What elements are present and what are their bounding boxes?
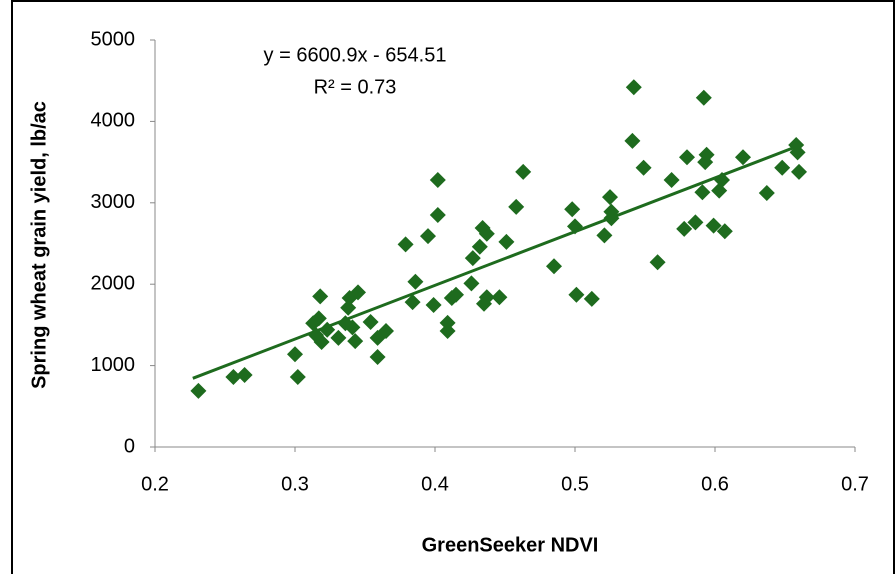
point: [676, 220, 693, 237]
point: [287, 346, 303, 363]
point: [463, 275, 480, 292]
point: [350, 284, 366, 301]
point: [774, 159, 791, 176]
point: [347, 333, 364, 350]
point: [735, 149, 751, 166]
point: [568, 286, 585, 303]
y-tick-label: 3000: [91, 191, 136, 213]
point: [649, 254, 666, 271]
x-tick-label: 0.5: [561, 473, 589, 495]
x-tick-label: 0.4: [421, 473, 449, 495]
point: [464, 250, 481, 267]
x-axis-title: GreenSeeker NDVI: [422, 534, 599, 556]
point: [758, 185, 775, 202]
y-tick-label: 2000: [91, 272, 136, 294]
point: [439, 314, 456, 331]
point: [312, 288, 329, 305]
y-tick-label: 5000: [91, 28, 136, 50]
x-tick-label: 0.7: [841, 473, 869, 495]
point: [716, 223, 733, 240]
point: [420, 228, 436, 245]
point: [508, 198, 525, 215]
point: [564, 201, 581, 218]
point: [236, 366, 253, 383]
point: [190, 382, 207, 399]
r-squared: R² = 0.73: [314, 76, 397, 98]
point: [225, 368, 242, 385]
point: [478, 289, 495, 306]
point: [583, 290, 600, 307]
point: [491, 289, 508, 306]
x-tick-label: 0.2: [141, 473, 169, 495]
point: [330, 329, 347, 346]
y-axis-title: Spring wheat grain yield, lb/ac: [28, 101, 50, 389]
point: [471, 238, 488, 255]
point: [439, 323, 456, 340]
y-tick-label: 0: [124, 435, 135, 457]
point: [602, 189, 618, 206]
point: [663, 172, 680, 189]
point: [319, 321, 336, 338]
point: [679, 149, 695, 166]
point: [567, 218, 583, 235]
point: [625, 79, 642, 96]
point: [407, 273, 424, 290]
point: [378, 323, 394, 340]
point: [369, 349, 386, 366]
point: [404, 294, 421, 311]
y-tick-label: 4000: [91, 110, 136, 132]
point: [478, 225, 495, 242]
point: [498, 233, 515, 250]
point: [694, 184, 711, 201]
point: [448, 286, 464, 303]
point: [698, 146, 715, 163]
point: [313, 333, 330, 350]
point: [289, 368, 306, 385]
point: [789, 144, 806, 161]
point: [340, 299, 357, 316]
point: [546, 258, 562, 275]
point: [310, 310, 327, 327]
point: [429, 172, 446, 189]
trendline: [192, 144, 800, 380]
point: [344, 319, 361, 336]
point: [603, 210, 620, 227]
point: [362, 314, 379, 331]
point: [714, 172, 730, 189]
point: [687, 214, 704, 231]
y-tick-label: 1000: [91, 354, 136, 376]
point: [695, 89, 712, 106]
equation: y = 6600.9x - 654.51: [264, 44, 447, 66]
point: [429, 207, 446, 224]
point: [635, 159, 652, 176]
point: [791, 163, 807, 180]
point: [705, 217, 722, 234]
point: [624, 132, 641, 149]
point: [515, 163, 532, 180]
point: [596, 227, 613, 244]
x-tick-label: 0.3: [281, 473, 309, 495]
point: [425, 296, 442, 313]
point: [397, 236, 414, 253]
x-tick-label: 0.6: [701, 473, 729, 495]
